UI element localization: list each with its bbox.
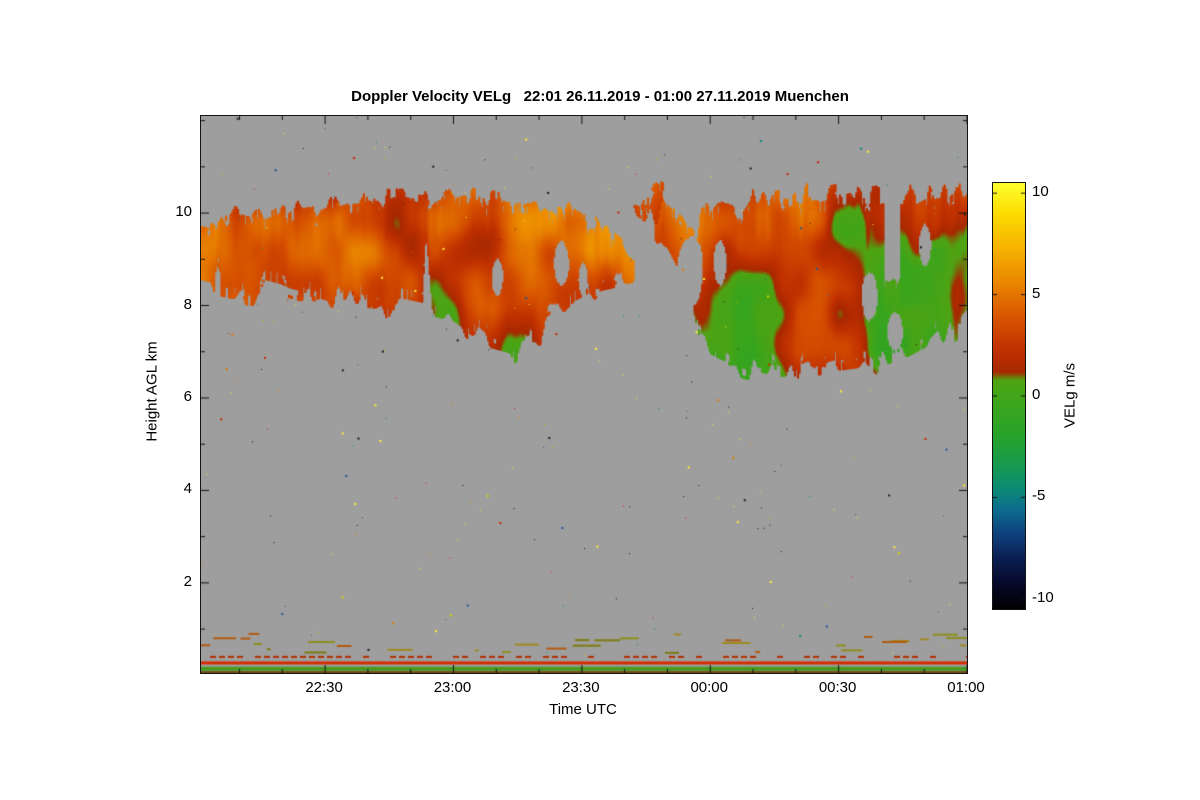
y-tick-label: 4 [183,480,192,498]
colorbar-label: VELg m/s [1061,362,1079,429]
x-axis-label: Time UTC [549,701,617,718]
colorbar-tick-label: 10 [1032,183,1049,201]
x-tick-label: 00:30 [818,679,857,696]
x-tick-label: 22:30 [305,679,343,696]
heatmap-canvas [200,115,968,674]
colorbar [992,182,1026,610]
colorbar-tick-label: 5 [1032,284,1041,302]
x-tick-label: 00:00 [690,679,728,696]
y-tick-label: 6 [183,387,192,405]
x-tick-label: 01:00 [947,679,985,696]
y-axis-label: Height AGL km [143,341,161,442]
y-tick-label: 2 [183,572,192,590]
x-tick-label: 23:30 [562,679,600,696]
x-tick-label: 23:00 [433,679,472,696]
colorbar-tick-label: -10 [1032,588,1054,606]
y-tick-label: 10 [175,203,192,221]
colorbar-tick-label: -5 [1032,487,1046,505]
colorbar-tick-label: 0 [1032,386,1041,403]
chart-title: Doppler Velocity VELg 22:01 26.11.2019 -… [351,88,849,105]
y-tick-label: 8 [183,295,192,313]
